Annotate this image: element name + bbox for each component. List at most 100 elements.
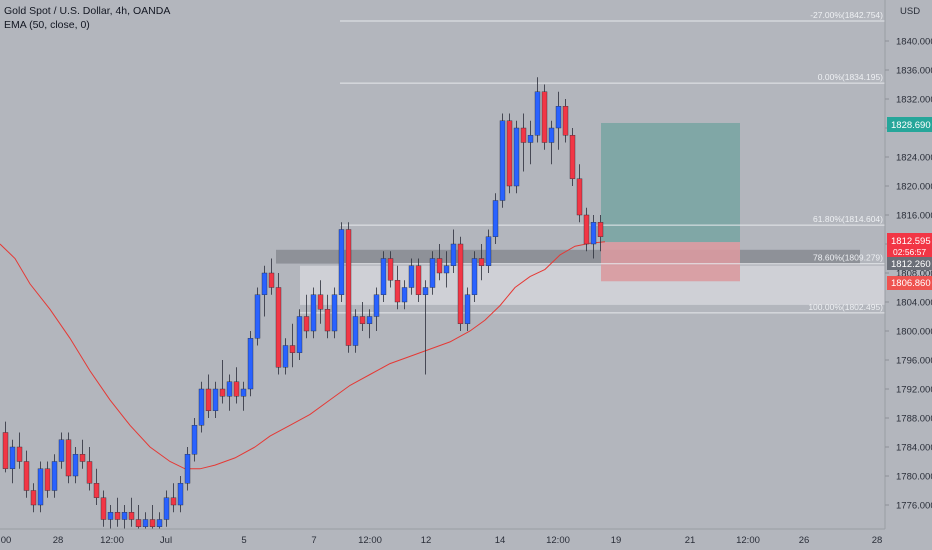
- candle: [394, 265, 401, 310]
- candle: [478, 244, 485, 281]
- time-tick-label: 28: [872, 535, 883, 546]
- candle: [373, 287, 380, 331]
- price-tick-label: 1840.000: [896, 37, 932, 48]
- demand-zone: [300, 265, 885, 305]
- candle: [170, 483, 177, 513]
- currency-label: USD: [900, 6, 920, 17]
- indicator-label[interactable]: EMA (50, close, 0): [4, 19, 90, 31]
- candle: [30, 483, 37, 513]
- current-price-badge: 1812.595 02:56:57: [887, 233, 932, 259]
- ema-line: [0, 241, 606, 470]
- time-tick-label: 12:00: [546, 535, 570, 546]
- candle: [219, 360, 226, 404]
- time-axis-ticks: 00 28 12:00 Jul 5 7 12:00 12 14 12:00 19 21 12:00 26 2…: [1, 535, 883, 546]
- price-tick-label: 1820.000: [896, 182, 932, 193]
- candle: [338, 222, 345, 302]
- price-tick-label: 1804.000: [896, 298, 932, 309]
- stop-price-badge: 1806.860: [887, 276, 932, 290]
- candle: [2, 421, 9, 473]
- time-tick-label: 12:00: [736, 535, 760, 546]
- price-tick-label: 1784.000: [896, 443, 932, 454]
- candle: [457, 236, 464, 331]
- candle: [401, 280, 408, 310]
- candle: [296, 309, 303, 360]
- time-tick-label: 12:00: [100, 535, 124, 546]
- candle: [583, 207, 590, 252]
- profit-target-zone[interactable]: [601, 122, 740, 243]
- candle: [429, 251, 436, 295]
- price-tick-label: 1792.000: [896, 385, 932, 396]
- candle: [93, 468, 100, 505]
- chart-legend: Gold Spot / U.S. Dollar, 4h, OANDA EMA (…: [4, 4, 170, 32]
- candle: [422, 280, 429, 375]
- candle: [268, 258, 275, 295]
- svg-text:02:56:57: 02:56:57: [893, 247, 926, 257]
- candle: [471, 251, 478, 302]
- candle: [380, 251, 387, 302]
- candle: [72, 447, 79, 484]
- symbol-title[interactable]: Gold Spot / U.S. Dollar, 4h, OANDA: [4, 5, 171, 17]
- time-tick-label: 00: [1, 535, 12, 546]
- price-tick-label: 1788.000: [896, 414, 932, 425]
- time-tick-label: 28: [53, 535, 64, 546]
- candle: [254, 287, 261, 346]
- candle: [275, 273, 282, 375]
- price-tick-label: 1776.000: [896, 501, 932, 512]
- time-tick-label: 7: [311, 535, 316, 546]
- candle: [37, 461, 44, 513]
- fibonacci-retracement[interactable]: -27.00%(1842.754) 0.00%(1834.195) 61.80%(1…: [300, 10, 885, 314]
- time-tick-label: 14: [495, 535, 506, 546]
- candle: [128, 497, 135, 527]
- plot-area[interactable]: [0, 0, 885, 529]
- candle: [548, 120, 555, 165]
- time-axis[interactable]: [0, 529, 932, 550]
- time-tick-label: 12:00: [358, 535, 382, 546]
- candle: [520, 113, 527, 172]
- candle: [590, 215, 597, 259]
- candle: [23, 450, 30, 498]
- target-price-badge: 1828.690: [887, 117, 932, 132]
- svg-text:1828.690: 1828.690: [891, 120, 931, 131]
- supply-zone: [276, 249, 860, 264]
- price-tick-label: 1800.000: [896, 327, 932, 338]
- candlestick-series: [2, 77, 604, 534]
- candle: [303, 294, 310, 339]
- candle: [247, 331, 254, 397]
- candle: [212, 381, 219, 418]
- stop-loss-zone[interactable]: [601, 242, 740, 282]
- candle: [499, 113, 506, 208]
- candle: [177, 476, 184, 513]
- candle: [576, 164, 583, 223]
- time-tick-label: 21: [685, 535, 696, 546]
- fib-level-label: -27.00%(1842.754): [810, 10, 883, 20]
- candle: [86, 447, 93, 491]
- candle: [527, 120, 534, 165]
- candle: [443, 251, 450, 288]
- candle: [100, 490, 107, 527]
- candle: [289, 323, 296, 368]
- time-tick-label: 26: [799, 535, 810, 546]
- candle: [352, 309, 359, 353]
- candle: [9, 439, 16, 484]
- candle: [492, 193, 499, 244]
- price-tick-label: 1836.000: [896, 66, 932, 77]
- svg-text:1812.595: 1812.595: [891, 236, 931, 247]
- candle: [240, 381, 247, 411]
- candle: [555, 91, 562, 150]
- candle: [485, 229, 492, 273]
- candle: [366, 309, 373, 339]
- price-tick-label: 1824.000: [896, 153, 932, 164]
- candle: [233, 367, 240, 404]
- candle: [506, 113, 513, 194]
- time-tick-label: 12: [421, 535, 432, 546]
- candle: [387, 251, 394, 288]
- candle: [226, 374, 233, 411]
- candle: [184, 447, 191, 491]
- candle: [331, 287, 338, 339]
- candle: [513, 120, 520, 194]
- candle: [51, 454, 58, 498]
- candle: [191, 418, 198, 462]
- candle: [415, 258, 422, 302]
- price-tick-label: 1780.000: [896, 472, 932, 483]
